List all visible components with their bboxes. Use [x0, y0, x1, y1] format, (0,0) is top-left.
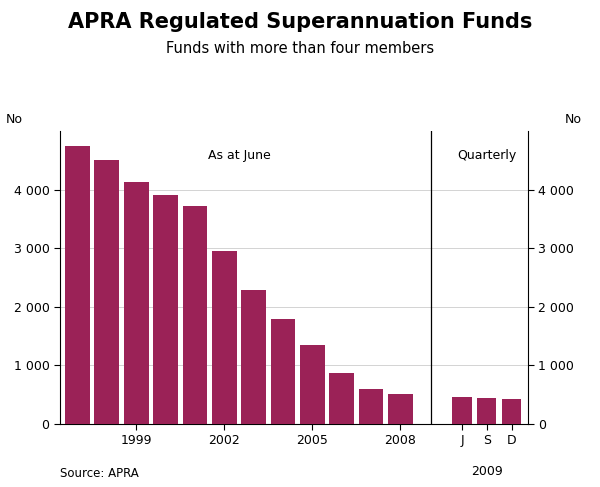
Bar [94, 160, 119, 424]
Text: Quarterly: Quarterly [457, 149, 517, 162]
Bar [212, 251, 237, 424]
Text: As at June: As at June [208, 149, 271, 162]
Text: 2009: 2009 [471, 465, 503, 478]
Bar [478, 398, 496, 424]
Bar [153, 195, 178, 424]
Text: Funds with more than four members: Funds with more than four members [166, 41, 434, 56]
Text: Source: APRA: Source: APRA [60, 467, 139, 480]
Bar [452, 397, 472, 424]
Bar [241, 290, 266, 424]
Bar [182, 206, 208, 424]
Bar [502, 399, 521, 424]
Text: No: No [6, 112, 23, 126]
Text: APRA Regulated Superannuation Funds: APRA Regulated Superannuation Funds [68, 12, 532, 32]
Bar [65, 146, 90, 424]
Bar [359, 389, 383, 424]
Bar [124, 182, 149, 424]
Bar [388, 394, 413, 424]
Bar [329, 374, 354, 424]
Bar [271, 319, 295, 424]
Bar [300, 345, 325, 424]
Text: No: No [565, 112, 582, 126]
